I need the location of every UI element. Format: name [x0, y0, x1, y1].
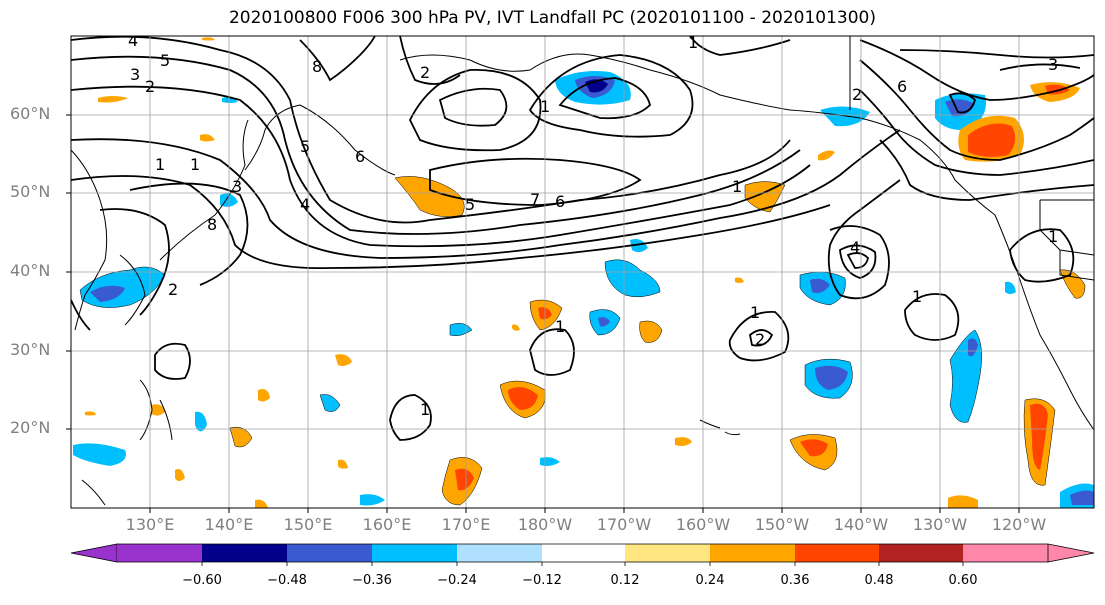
colorbar-tick-label: 0.24	[695, 573, 725, 588]
contour-label: 8	[207, 215, 217, 234]
contour-label: 1	[190, 155, 200, 174]
contour-label: 1	[1048, 227, 1058, 246]
contour-label: 3	[130, 65, 140, 84]
lon-label: 130°E	[125, 515, 175, 534]
contour-label: 2	[168, 280, 178, 299]
colorbar-segment	[795, 544, 879, 562]
contour-label: 1	[688, 33, 698, 52]
colorbar-tick-label: −0.24	[437, 573, 477, 588]
contour-label: 6	[355, 147, 365, 166]
contour-label: 2	[755, 330, 765, 349]
contour-label: 2	[145, 77, 155, 96]
map-title: 2020100800 F006 300 hPa PV, IVT Landfall…	[228, 8, 876, 28]
lon-label: 130°W	[912, 515, 968, 534]
contour-label: 5	[300, 137, 310, 156]
colorbar-segment	[457, 544, 542, 562]
lon-label: 170°E	[441, 515, 491, 534]
lat-label: 40°N	[10, 261, 51, 280]
axis-ticks	[66, 114, 1020, 513]
contour-label: 3	[232, 177, 242, 196]
colorbar-segment	[963, 544, 1048, 562]
contour-label: 5	[160, 51, 170, 70]
contour-label: 3	[1048, 55, 1058, 74]
lon-label: 150°W	[754, 515, 810, 534]
lon-label: 140°W	[833, 515, 889, 534]
contour-label: 5	[465, 195, 475, 214]
colorbar-segment	[70, 543, 118, 563]
pv-contours	[71, 36, 1094, 441]
colorbar-segment	[1047, 543, 1095, 563]
colorbar-segment	[710, 544, 795, 562]
contour-label: 1	[155, 155, 165, 174]
contour-label: 1	[540, 97, 550, 116]
colorbar-tick-label: 0.12	[610, 573, 640, 588]
contour-label: 4	[300, 195, 310, 214]
coastlines	[71, 36, 1094, 506]
colorbar-segment	[542, 544, 625, 562]
colorbar-segment	[287, 544, 372, 562]
lon-label: 180°W	[517, 515, 573, 534]
colorbar-tick-label: −0.60	[182, 573, 222, 588]
lon-label: 140°E	[204, 515, 254, 534]
lon-label: 120°W	[991, 515, 1047, 534]
colorbar-tick-label: 0.36	[780, 573, 810, 588]
lat-label: 50°N	[10, 182, 51, 201]
lat-label: 20°N	[10, 418, 51, 437]
colorbar-tick-label: 0.60	[948, 573, 978, 588]
lon-label: 170°W	[596, 515, 652, 534]
colorbar-segment	[625, 544, 710, 562]
colorbar-tick-label: −0.36	[352, 573, 392, 588]
contour-label: 2	[852, 85, 862, 104]
contour-label: 6	[897, 77, 907, 96]
colorbar-tick-label: 0.48	[864, 573, 894, 588]
colorbar-segment	[879, 544, 963, 562]
colorbar-tick-label: −0.48	[267, 573, 307, 588]
lon-label: 160°W	[675, 515, 731, 534]
colorbar-tick-label: −0.12	[522, 573, 562, 588]
graticule	[71, 36, 1094, 508]
contour-label: 1	[750, 303, 760, 322]
lat-label: 30°N	[10, 340, 51, 359]
colorbar	[70, 543, 1095, 566]
contour-label: 4	[128, 31, 138, 50]
lat-label: 60°N	[10, 104, 51, 123]
positive-shading	[85, 37, 1086, 508]
contour-label: 1	[420, 400, 430, 419]
colorbar-segment	[372, 544, 457, 562]
contour-label: 4	[850, 238, 860, 257]
contour-label: 1	[732, 177, 742, 196]
colorbar-segment	[202, 544, 287, 562]
contour-label: 2	[420, 63, 430, 82]
contour-label: 1	[555, 317, 565, 336]
contour-labels: 4 5 3 2 8 2 1 5 1 7 6 4 1 8 6 2 3 5 2 1 …	[128, 31, 1058, 419]
lon-label: 150°E	[283, 515, 333, 534]
contour-label: 6	[555, 192, 565, 211]
lon-label: 160°E	[362, 515, 412, 534]
colorbar-segment	[117, 544, 202, 562]
contour-label: 7	[530, 190, 540, 209]
contour-label: 8	[312, 57, 322, 76]
contour-label: 1	[912, 287, 922, 306]
